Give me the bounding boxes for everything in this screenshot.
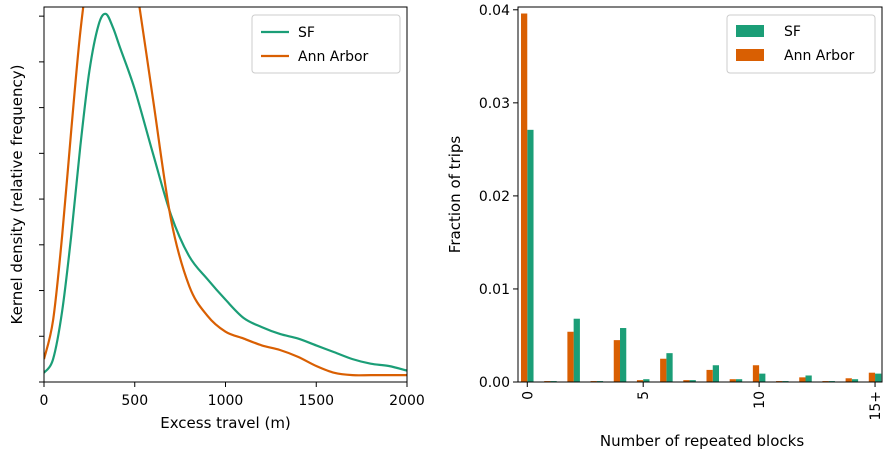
- bar-sf-10: [759, 373, 766, 382]
- kde-x-tick-label: 2000: [389, 393, 425, 409]
- bar-sf-6: [666, 353, 673, 382]
- bar-legend-sf-swatch: [736, 25, 764, 37]
- kde-x-tick-label: 1000: [208, 393, 244, 409]
- bar-ann-arbor-12: [799, 377, 806, 382]
- kde-axis-ticks: 0 500 1000 1500 2000: [39, 15, 425, 409]
- bar-sf-14: [851, 379, 859, 382]
- bar-sf-15: [875, 373, 882, 382]
- bar-ann-arbor-15: [868, 372, 876, 382]
- bar-y-tick-label: 0.00: [479, 375, 510, 391]
- bar-x-axis-label: Number of repeated blocks: [600, 432, 804, 450]
- bar-y-tick-label: 0.03: [479, 96, 510, 112]
- bar-y-tick-label: 0.01: [479, 282, 510, 298]
- bar-y-tick-label: 0.02: [479, 189, 510, 205]
- bar-legend: SF Ann Arbor: [726, 14, 876, 74]
- bar-sf-7: [689, 380, 696, 382]
- kde-panel: 0 500 1000 1500 2000 Excess travel (m) Kerne…: [8, 6, 425, 432]
- bar-sf-12: [805, 375, 812, 382]
- kde-line-ann-arbor: [44, 7, 407, 377]
- bar-x-tick-label: 0: [520, 391, 536, 400]
- kde-x-tick-label: 1500: [298, 393, 334, 409]
- bar-ann-arbor-14: [845, 378, 852, 382]
- bar-ann-arbor-7: [683, 380, 690, 382]
- bar-x-tick-label: 5: [636, 391, 652, 400]
- bar-sf-5: [643, 379, 650, 382]
- bar-sf-4: [620, 328, 627, 382]
- kde-legend: SF Ann Arbor: [251, 14, 401, 74]
- bar-sf-2: [573, 318, 580, 382]
- bar-sf-9: [735, 379, 743, 382]
- bar-legend-ann-arbor-swatch: [736, 49, 764, 61]
- bar-ann-arbor-0: [521, 13, 528, 383]
- bar-sf-0: [527, 129, 534, 382]
- kde-line-sf: [44, 12, 407, 374]
- bar-ann-arbor-9: [729, 379, 736, 382]
- kde-y-axis-label: Kernel density (relative frequency): [8, 65, 26, 325]
- bar-legend-ann-arbor-label: Ann Arbor: [784, 48, 855, 64]
- kde-series-area: [44, 7, 407, 377]
- kde-x-axis-label: Excess travel (m): [160, 414, 291, 432]
- bar-ann-arbor-8: [706, 369, 713, 382]
- bar-x-tick-label: 15+: [868, 391, 884, 421]
- bar-sf-8: [712, 365, 720, 382]
- bar-ann-arbor-10: [752, 365, 760, 382]
- repeated-blocks-panel: 0.00 0.01 0.02 0.03 0.04 0 5 10 15+ Number of re…: [446, 3, 884, 450]
- kde-legend-ann-arbor-label: Ann Arbor: [298, 49, 369, 65]
- kde-x-tick-label: 500: [121, 393, 148, 409]
- bar-y-tick-label: 0.04: [479, 3, 510, 19]
- bar-legend-sf-label: SF: [784, 24, 801, 40]
- bar-legend-box: [726, 14, 876, 74]
- bar-ann-arbor-4: [613, 340, 621, 382]
- kde-x-tick-label: 0: [40, 393, 49, 409]
- bar-ann-arbor-5: [636, 380, 644, 382]
- bar-ann-arbor-2: [567, 331, 574, 382]
- bar-plot-frame: [517, 6, 883, 383]
- kde-legend-sf-label: SF: [298, 25, 315, 41]
- bar-axis-ticks: 0.00 0.01 0.02 0.03 0.04 0 5 10 15+: [479, 3, 884, 421]
- bar-ann-arbor-6: [660, 358, 667, 382]
- bar-y-axis-label: Fraction of trips: [446, 136, 464, 254]
- kde-legend-box: [251, 14, 401, 74]
- bar-x-tick-label: 10: [752, 391, 768, 409]
